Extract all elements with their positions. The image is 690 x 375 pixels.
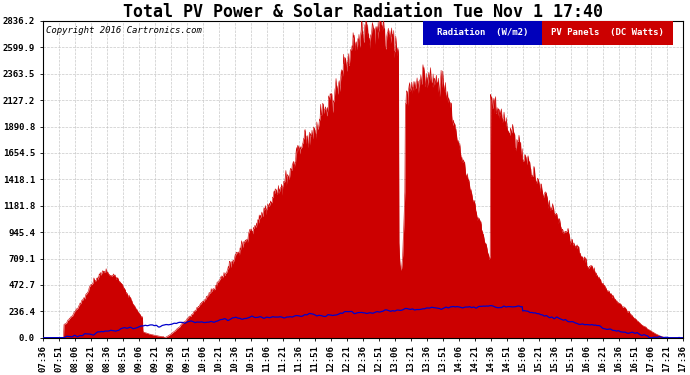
Text: Radiation  (W/m2): Radiation (W/m2) (437, 28, 529, 38)
FancyBboxPatch shape (424, 21, 542, 45)
Title: Total PV Power & Solar Radiation Tue Nov 1 17:40: Total PV Power & Solar Radiation Tue Nov… (123, 3, 602, 21)
Text: PV Panels  (DC Watts): PV Panels (DC Watts) (551, 28, 664, 38)
Text: Copyright 2016 Cartronics.com: Copyright 2016 Cartronics.com (46, 26, 201, 35)
FancyBboxPatch shape (542, 21, 673, 45)
